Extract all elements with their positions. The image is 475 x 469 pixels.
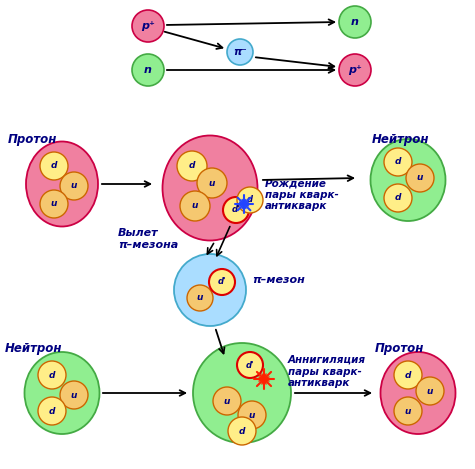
Text: u: u [197,294,203,303]
Text: p⁺: p⁺ [141,21,155,31]
Circle shape [40,152,68,180]
Circle shape [187,285,213,311]
Circle shape [60,381,88,409]
Text: d': d' [232,205,240,214]
Text: d: d [49,407,55,416]
Circle shape [384,148,412,176]
Text: d: d [405,371,411,379]
Circle shape [416,377,444,405]
Circle shape [132,10,164,42]
Circle shape [339,6,371,38]
Circle shape [228,417,256,445]
Circle shape [237,352,263,378]
Ellipse shape [193,343,291,443]
Circle shape [394,397,422,425]
Circle shape [180,191,210,221]
Text: n: n [351,17,359,27]
Circle shape [177,151,207,181]
Text: p⁺: p⁺ [348,65,362,75]
Circle shape [38,397,66,425]
Circle shape [209,269,235,295]
Text: u: u [209,179,215,188]
Text: u: u [192,202,198,211]
Text: u: u [405,407,411,416]
Circle shape [213,387,241,415]
Circle shape [174,254,246,326]
Ellipse shape [25,352,99,434]
Text: u: u [71,182,77,190]
Text: u: u [427,386,433,395]
Text: u: u [417,174,423,182]
Circle shape [60,172,88,200]
Circle shape [394,361,422,389]
Text: Нейтрон: Нейтрон [372,133,429,146]
Text: d': d' [246,361,254,370]
Circle shape [227,39,253,65]
Text: u: u [224,396,230,406]
Text: Протон: Протон [375,342,424,355]
Text: π–мезон: π–мезон [252,275,305,285]
Circle shape [237,187,263,213]
Ellipse shape [162,136,257,241]
Text: u: u [51,199,57,209]
Text: d: d [51,161,57,171]
Ellipse shape [26,142,98,227]
Text: d: d [49,371,55,379]
Ellipse shape [380,352,456,434]
Text: n: n [144,65,152,75]
Text: d: d [189,161,195,171]
Circle shape [132,54,164,86]
Circle shape [238,401,266,429]
Ellipse shape [370,139,446,221]
Text: Рождение
пары кварк-
антикварк: Рождение пары кварк- антикварк [265,178,339,211]
Circle shape [38,361,66,389]
Text: Протон: Протон [8,133,57,146]
Text: u: u [249,410,255,419]
Circle shape [223,197,249,223]
Text: d': d' [218,278,226,287]
Circle shape [40,190,68,218]
Text: Вылет
π–мезона: Вылет π–мезона [118,228,178,250]
Text: π⁻: π⁻ [233,47,247,57]
Text: d: d [395,194,401,203]
Text: d: d [239,426,245,436]
Text: Аннигиляция
пары кварк-
антикварк: Аннигиляция пары кварк- антикварк [288,355,366,388]
Circle shape [197,168,227,198]
Circle shape [406,164,434,192]
Circle shape [339,54,371,86]
Text: u: u [71,391,77,400]
Circle shape [384,184,412,212]
Text: d: d [395,158,401,166]
Text: Нейтрон: Нейтрон [5,342,63,355]
Text: d: d [247,196,253,204]
